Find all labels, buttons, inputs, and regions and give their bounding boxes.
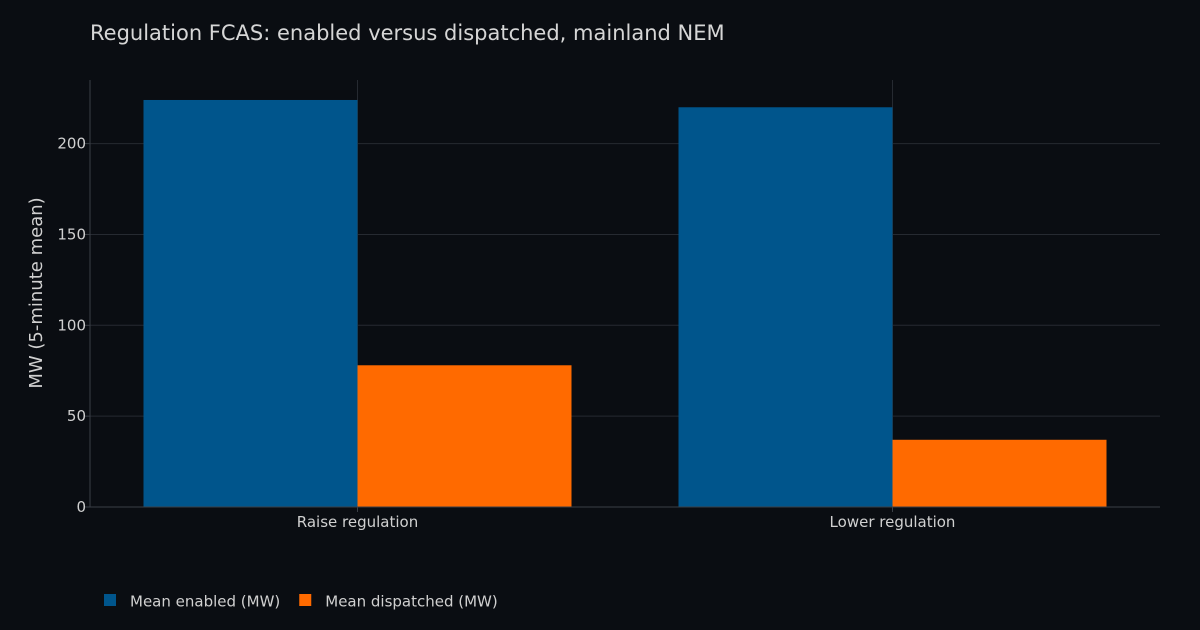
y-tick-label: 150 — [57, 225, 86, 243]
bar-dispatched-0 — [357, 365, 572, 507]
legend-label: Mean enabled (MW) — [130, 593, 280, 611]
y-tick-label: 100 — [57, 316, 86, 334]
x-tick-labels: Raise regulation Lower regulation — [297, 507, 956, 531]
bar-enabled-1 — [678, 107, 893, 508]
legend: Mean enabled (MW) Mean dispatched (MW) — [104, 593, 498, 611]
y-tick-label: 50 — [67, 407, 86, 425]
chart-title: Regulation FCAS: enabled versus dispatch… — [90, 21, 725, 45]
y-tick-label: 200 — [57, 135, 86, 153]
bars-group — [143, 99, 1107, 508]
bar-enabled-0 — [143, 99, 358, 507]
y-tick-label: 0 — [76, 498, 86, 516]
legend-label: Mean dispatched (MW) — [325, 593, 498, 611]
x-tick-label: Raise regulation — [297, 513, 418, 531]
bar-dispatched-1 — [892, 439, 1107, 507]
y-tick-labels: 0 50 100 150 200 — [57, 135, 90, 516]
legend-swatch — [299, 594, 312, 606]
y-axis-label: MW (5-minute mean) — [26, 197, 47, 388]
legend-swatch — [104, 594, 116, 606]
x-tick-label: Lower regulation — [830, 513, 956, 531]
